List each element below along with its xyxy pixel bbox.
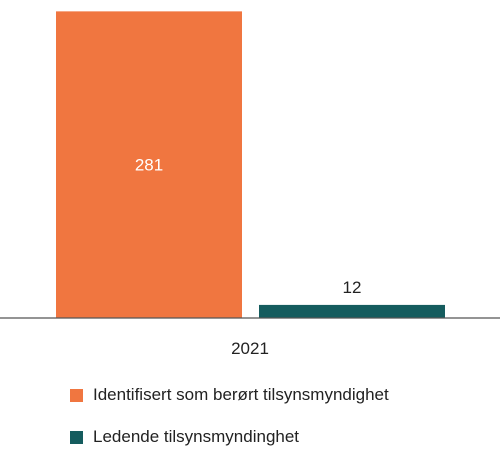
bar-chart: 281 12 2021 — [0, 11, 500, 358]
data-label: 281 — [135, 156, 163, 175]
legend-swatch-orange — [70, 388, 83, 402]
x-tick-label: 2021 — [231, 339, 269, 358]
legend-label: Identifisert som berørt tilsynsmyndighet — [93, 385, 389, 404]
legend-item-identifisert: Identifisert som berørt tilsynsmyndighet — [70, 385, 389, 405]
bar-identifisert — [56, 11, 242, 319]
legend-swatch-teal — [70, 430, 83, 444]
legend-label: Ledende tilsynsmyndinghet — [93, 427, 300, 446]
bar-ledende — [259, 304, 445, 318]
legend-item-ledende: Ledende tilsynsmyndinghet — [70, 427, 299, 447]
data-label: 12 — [343, 278, 362, 297]
